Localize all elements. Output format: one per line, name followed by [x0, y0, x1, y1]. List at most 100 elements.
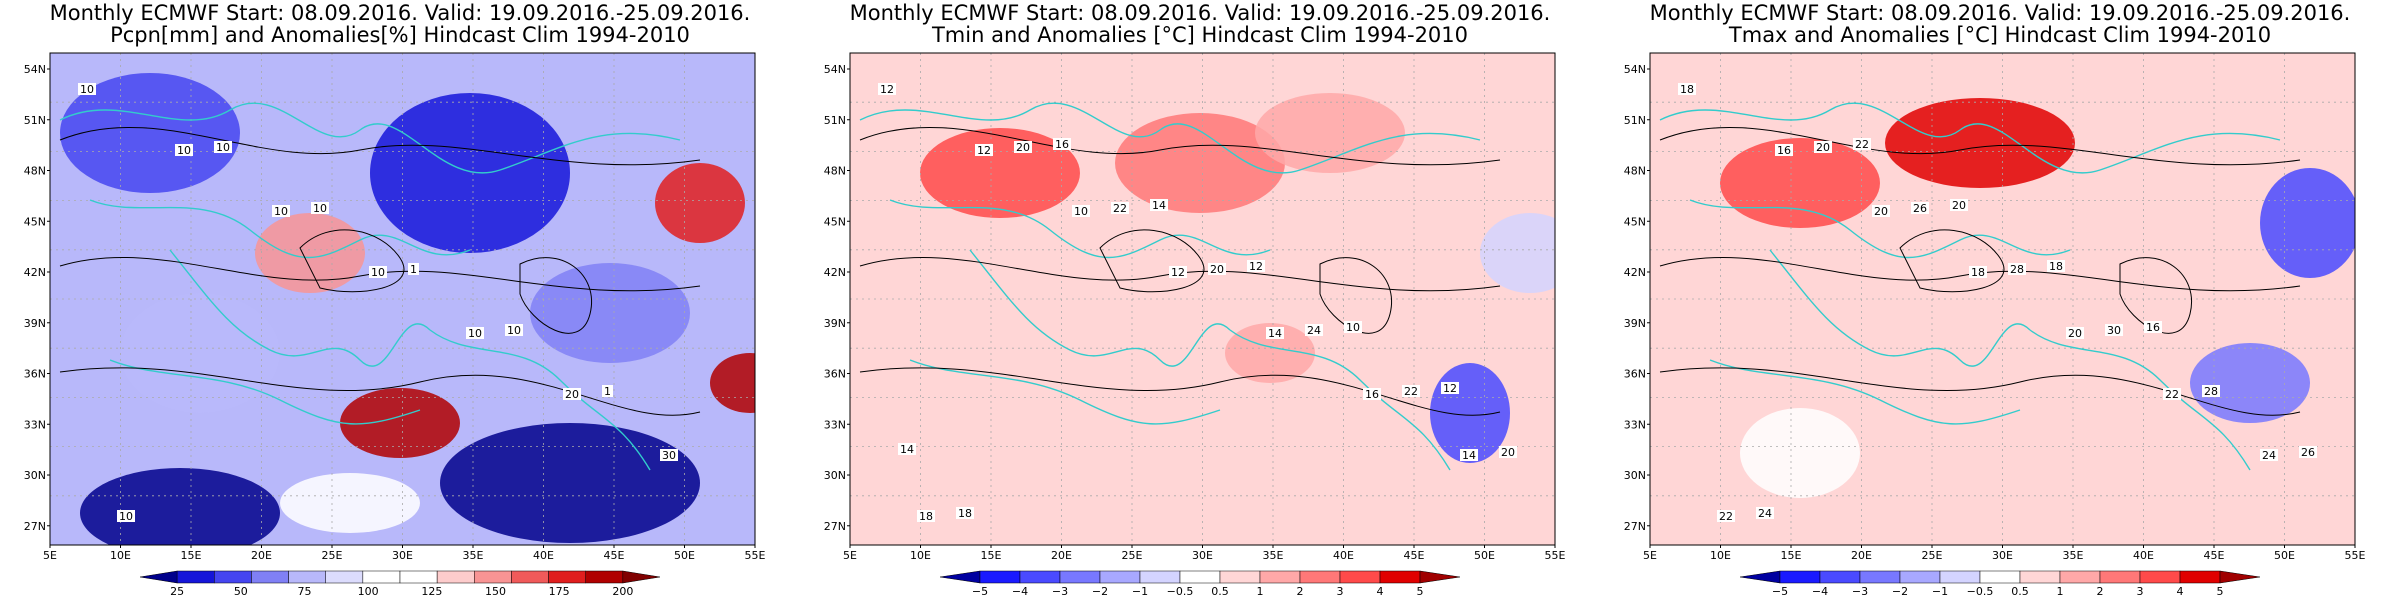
colorbar-label: 5	[1417, 585, 1424, 598]
contour-label-bg	[1247, 260, 1265, 272]
contour-label: 18	[1680, 83, 1694, 96]
contour-label: 30	[662, 449, 676, 462]
contour-label: 16	[1777, 144, 1791, 157]
anomaly-area	[60, 73, 240, 193]
anomaly-area	[1885, 98, 2075, 188]
contour-label: 20	[565, 388, 579, 401]
colorbar-segment	[1979, 570, 2021, 584]
longitude-tick-label: 55E	[1545, 549, 1566, 562]
anomaly-area	[1225, 323, 1315, 383]
colorbar-segment	[585, 570, 624, 584]
latitude-tick-label: 54N	[824, 63, 846, 76]
colorbar-segment	[1259, 570, 1301, 584]
contour-label-bg	[2066, 327, 2084, 339]
contour-label-bg	[1499, 446, 1517, 458]
contour-label-bg	[1014, 141, 1032, 153]
latitude-tick-label: 27N	[24, 520, 46, 533]
longitude-tick-label: 40E	[2133, 549, 2154, 562]
coastline	[1769, 249, 2031, 367]
latitude-tick-label: 33N	[824, 418, 846, 431]
anomaly-area	[2260, 168, 2355, 278]
contour-label-bg	[1911, 202, 1929, 214]
contour-label: 22	[1113, 202, 1127, 215]
colorbar-segment	[2099, 570, 2141, 584]
colorbar-segment	[1819, 570, 1861, 584]
colorbar-segment	[1419, 570, 1461, 584]
contour-label-bg	[1814, 141, 1832, 153]
colorbar-segment	[939, 570, 981, 584]
colorbar-segment	[979, 570, 1021, 584]
contour-label-bg	[2260, 449, 2278, 461]
contour-line	[1899, 229, 2005, 293]
colorbar-segment	[1179, 570, 1221, 584]
colorbar-label: −1	[1132, 585, 1148, 598]
contour-label: 12	[1171, 266, 1185, 279]
latitude-tick-label: 42N	[1624, 266, 1646, 279]
contour-label-bg	[917, 510, 935, 522]
contour-label-bg	[117, 510, 135, 522]
contour-label: 20	[1501, 446, 1515, 459]
anomaly-area	[340, 388, 460, 458]
contour-label: 12	[1249, 260, 1263, 273]
colorbar-segment	[362, 570, 401, 584]
longitude-tick-label: 25E	[322, 549, 343, 562]
contour-label: 20	[1210, 263, 1224, 276]
latitude-tick-label: 54N	[24, 63, 46, 76]
colorbar-segment	[2219, 570, 2261, 584]
anomaly-area	[2135, 173, 2285, 253]
contour-label-bg	[1678, 83, 1696, 95]
anomaly-area	[1255, 93, 1405, 173]
colorbar-segment	[288, 570, 326, 584]
colorbar-segment	[622, 570, 661, 584]
contour-line	[1659, 256, 2301, 292]
longitude-tick-label: 25E	[1122, 549, 1143, 562]
contour-label-bg	[1266, 327, 1284, 339]
contour-label: 26	[2301, 446, 2315, 459]
colorbar-segment	[139, 570, 178, 584]
contour-line	[519, 257, 592, 334]
colorbar-label: 2	[2097, 585, 2104, 598]
contour-label-bg	[1756, 507, 1774, 519]
contour-label: 14	[1152, 199, 1166, 212]
colorbar-segment	[1219, 570, 1261, 584]
contour-label-bg	[1208, 263, 1226, 275]
coastline	[1229, 329, 1451, 471]
contour-label: 10	[274, 205, 288, 218]
latitude-tick-label: 51N	[824, 114, 846, 127]
contour-label-bg	[2008, 263, 2026, 275]
colorbar-label: −5	[972, 585, 988, 598]
coastline	[859, 102, 1481, 174]
map-field: 18 16 20 18 20 22 24 22 20 26 28 30 28 26 24 22 20 18 16	[1650, 53, 2355, 545]
colorbar-segment	[325, 570, 364, 584]
longitude-tick-label: 15E	[981, 549, 1002, 562]
anomaly-area	[710, 353, 755, 413]
contour-label-bg	[1460, 449, 1478, 461]
colorbar-segment	[2019, 570, 2061, 584]
contour-label-bg	[956, 507, 974, 519]
colorbar-segment	[2059, 570, 2101, 584]
contour-label-bg	[1363, 388, 1381, 400]
anomaly-area	[370, 93, 570, 253]
colorbar-segment	[1339, 570, 1381, 584]
anomaly-area	[1740, 408, 1860, 498]
latitude-tick-label: 54N	[1624, 63, 1646, 76]
longitude-tick-label: 20E	[251, 549, 272, 562]
panel-title-line1: Monthly ECMWF Start: 08.09.2016. Valid: …	[1649, 1, 2351, 25]
contour-label-bg	[214, 141, 232, 153]
coastline	[969, 249, 1231, 367]
colorbar-label: 4	[2177, 585, 2184, 598]
contour-label-bg	[975, 144, 993, 156]
contour-label: 14	[900, 443, 914, 456]
colorbar-label: 5	[2217, 585, 2224, 598]
contour-line	[1099, 229, 1205, 293]
contour-line	[299, 229, 405, 293]
contour-label: 10	[468, 327, 482, 340]
longitude-tick-label: 55E	[745, 549, 766, 562]
contour-label-bg	[1402, 385, 1420, 397]
contour-line	[1319, 257, 1392, 334]
anomaly-area	[655, 163, 745, 243]
longitude-tick-label: 10E	[1710, 549, 1731, 562]
contour-line	[59, 126, 701, 166]
coastline	[169, 249, 431, 367]
contour-label: 20	[2068, 327, 2082, 340]
